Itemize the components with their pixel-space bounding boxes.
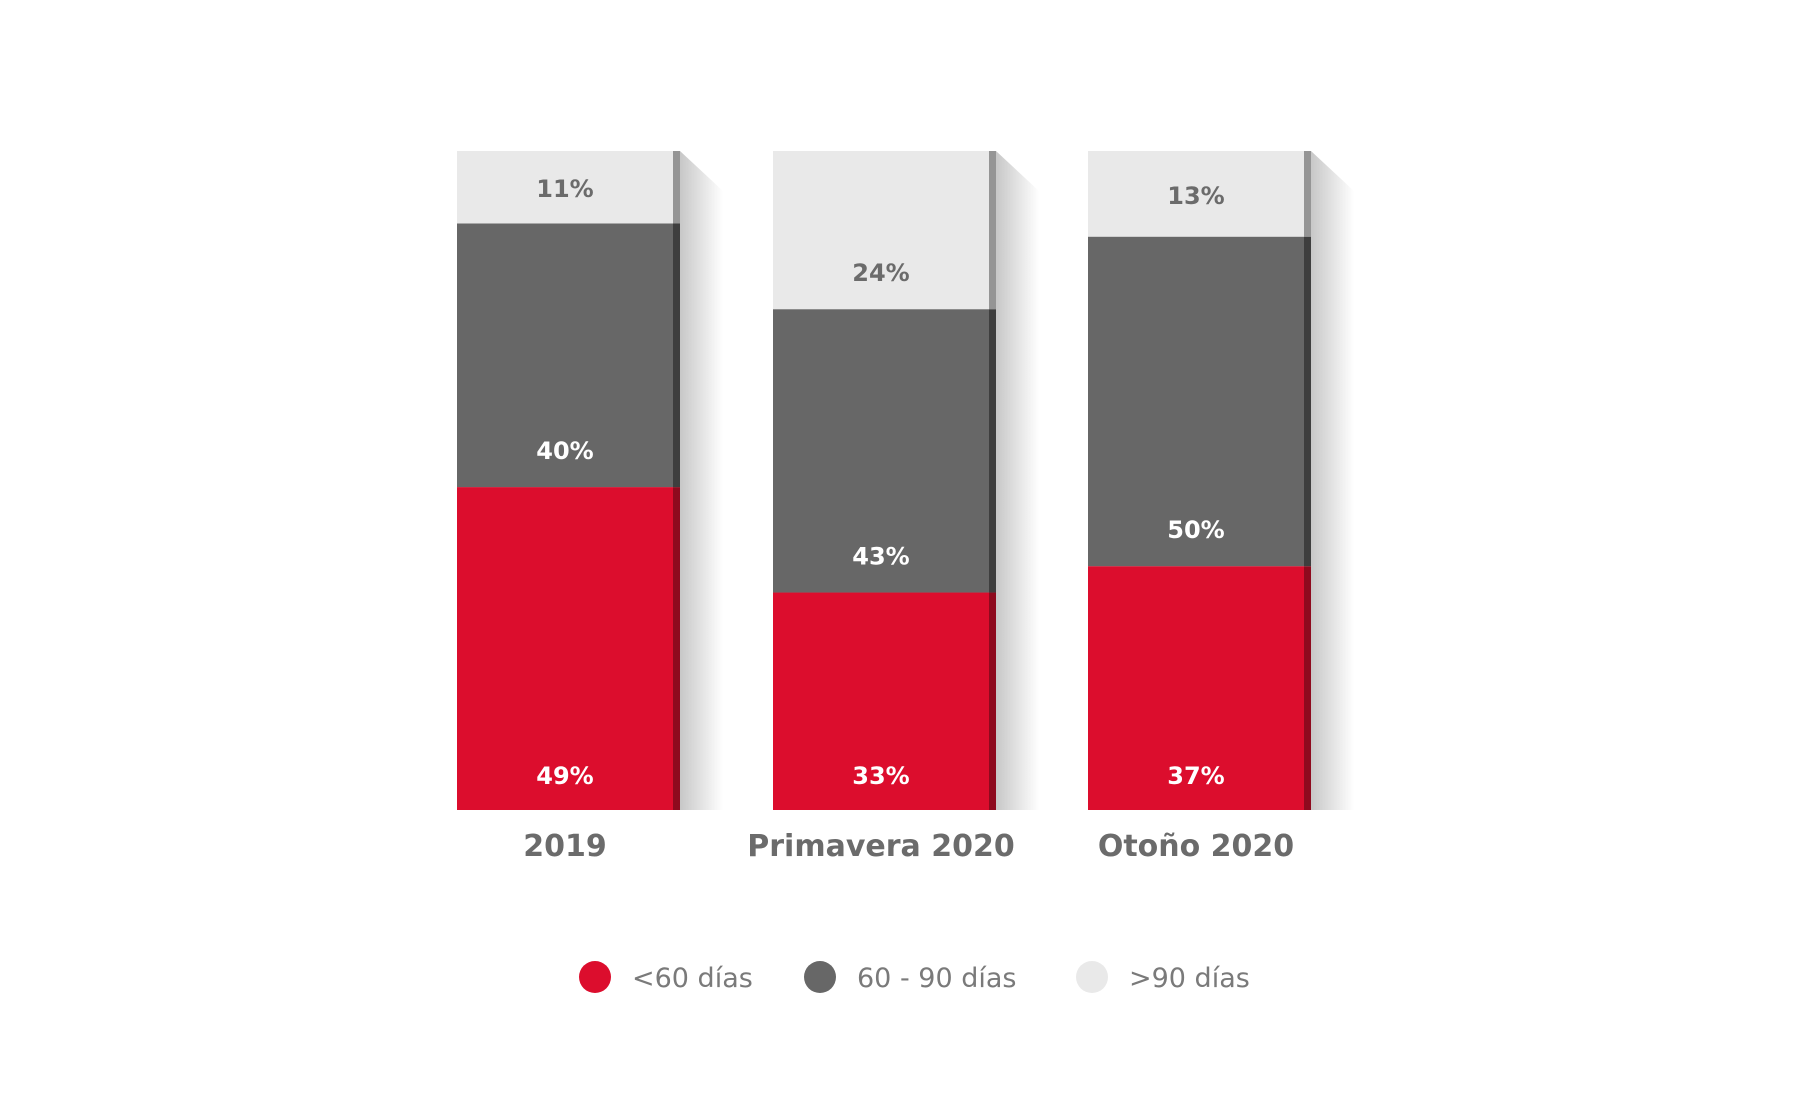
bar-side	[1304, 566, 1311, 810]
legend-item: >90 días	[1076, 961, 1250, 994]
legend-label: >90 días	[1129, 963, 1250, 994]
bar-segment	[773, 592, 989, 810]
bar-shadow	[1311, 151, 1354, 810]
data-label: 37%	[1167, 762, 1224, 790]
data-label: 13%	[1167, 182, 1224, 210]
bar-group: 49% 40% 11% 2019	[457, 151, 723, 864]
bar-segment	[1088, 566, 1304, 810]
bar-side	[673, 151, 680, 224]
bar-segment	[457, 223, 673, 488]
data-label: 40%	[536, 437, 593, 465]
bar-segment	[1088, 236, 1304, 567]
data-label: 24%	[852, 259, 909, 287]
category-label: Otoño 2020	[1098, 829, 1294, 864]
bar-group: 37% 50% 13% Otoño 2020	[1088, 151, 1354, 864]
legend-item: 60 - 90 días	[804, 961, 1016, 994]
legend-item: <60 días	[579, 961, 753, 994]
bar-shadow	[680, 151, 723, 810]
bar-side	[989, 309, 996, 593]
data-label: 50%	[1167, 516, 1224, 544]
data-label: 43%	[852, 543, 909, 571]
legend-label: 60 - 90 días	[857, 963, 1016, 994]
legend-swatch	[804, 961, 836, 993]
bar-side	[989, 592, 996, 810]
bar-group: 33% 43% 24% Primavera 2020	[747, 151, 1039, 864]
bar-segment	[1088, 151, 1304, 237]
legend-swatch	[1076, 961, 1108, 993]
bar-side	[1304, 236, 1311, 567]
bar-segment	[773, 309, 989, 593]
data-label: 11%	[536, 175, 593, 203]
bar-side	[673, 487, 680, 810]
bar-side	[989, 151, 996, 310]
data-label: 49%	[536, 762, 593, 790]
category-label: Primavera 2020	[747, 829, 1014, 864]
bar-segment	[457, 487, 673, 810]
bar-segment	[773, 151, 989, 310]
bar-segment	[457, 151, 673, 224]
category-label: 2019	[523, 829, 607, 864]
bar-side	[1304, 151, 1311, 237]
legend-swatch	[579, 961, 611, 993]
bar-side	[673, 223, 680, 488]
bar-shadow	[996, 151, 1039, 810]
legend-label: <60 días	[632, 963, 753, 994]
data-label: 33%	[852, 762, 909, 790]
